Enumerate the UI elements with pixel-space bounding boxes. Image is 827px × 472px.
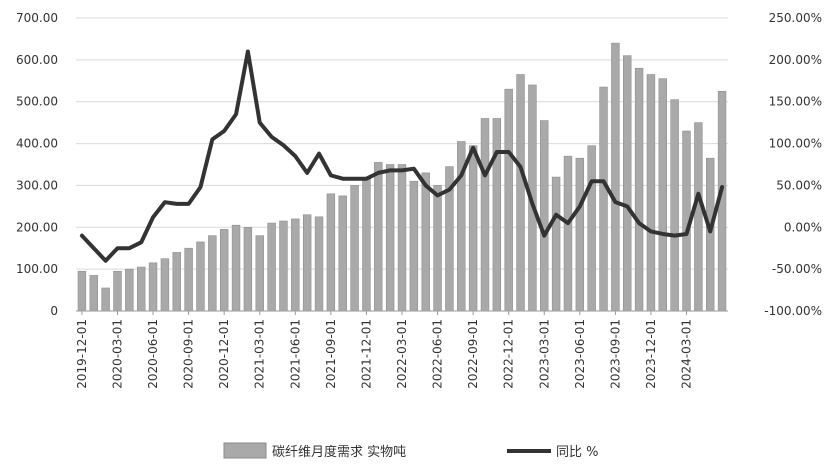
bar — [148, 262, 158, 312]
x-tick-label: 2023-09-01 — [608, 319, 622, 389]
bar — [658, 78, 668, 312]
left-tick-label: 300.00 — [16, 178, 58, 192]
left-tick-label: 600.00 — [16, 53, 58, 67]
bar-series — [77, 42, 727, 312]
x-tick-label: 2020-03-01 — [110, 319, 124, 389]
right-tick-label: 0.00% — [784, 220, 822, 234]
bar — [196, 241, 205, 312]
left-tick-label: 400.00 — [16, 137, 58, 151]
legend: 碳纤维月度需求 实物吨 同比 % — [223, 442, 599, 460]
bar — [480, 118, 490, 312]
bar — [362, 178, 371, 312]
left-tick-label: 700.00 — [16, 11, 58, 25]
right-tick-label: -50.00% — [772, 262, 822, 276]
bar — [587, 145, 596, 312]
bar — [694, 122, 703, 312]
bar — [184, 247, 193, 312]
x-tick-label: 2021-06-01 — [288, 319, 302, 389]
legend-bar-swatch — [223, 442, 267, 459]
right-tick-label: -100.00% — [764, 304, 822, 318]
bar — [77, 270, 87, 312]
bar — [670, 99, 679, 312]
right-tick-label: 100.00% — [769, 137, 822, 151]
legend-bar-label: 碳纤维月度需求 实物吨 — [272, 444, 406, 460]
bar — [208, 235, 217, 312]
bar — [314, 216, 324, 312]
bar — [231, 224, 241, 312]
bar — [409, 180, 419, 312]
legend-line-label: 同比 % — [556, 445, 599, 460]
yoy-line — [79, 49, 725, 263]
bar — [160, 258, 170, 312]
bar — [575, 157, 585, 312]
right-axis: -100.00% -50.00% 0.00% 50.00% 100.00% 150.00%… — [764, 11, 822, 318]
x-axis: 2019-12-01 2020-03-01 2020-06-01 2020-09-01… — [75, 310, 728, 389]
bar — [350, 185, 359, 312]
x-tick-label: 2020-12-01 — [217, 319, 231, 389]
x-tick-label: 2020-09-01 — [182, 319, 196, 389]
bar — [706, 157, 715, 312]
bar — [113, 270, 122, 312]
bar — [101, 287, 110, 312]
bar — [504, 88, 513, 312]
bar — [516, 74, 525, 312]
left-tick-label: 0 — [50, 304, 58, 318]
right-tick-label: 250.00% — [769, 11, 822, 25]
x-tick-label: 2021-03-01 — [253, 319, 267, 389]
bar — [136, 266, 146, 312]
x-tick-label: 2022-06-01 — [431, 319, 445, 389]
bar — [634, 67, 644, 312]
bar — [326, 193, 336, 312]
bar — [267, 222, 276, 312]
bar — [540, 120, 549, 312]
bar — [338, 195, 347, 312]
bar — [219, 229, 229, 312]
left-tick-label: 100.00 — [16, 262, 58, 276]
bar — [125, 268, 134, 312]
right-tick-label: 200.00% — [769, 53, 822, 67]
bar — [374, 162, 383, 312]
bar — [611, 42, 620, 312]
x-tick-label: 2023-12-01 — [644, 319, 658, 389]
bar — [172, 252, 181, 312]
bar — [433, 185, 442, 312]
left-tick-label: 500.00 — [16, 95, 58, 109]
right-tick-label: 50.00% — [776, 178, 822, 192]
right-tick-label: 150.00% — [769, 95, 822, 109]
bar — [89, 275, 98, 312]
bar — [302, 214, 312, 312]
x-tick-label: 2022-03-01 — [395, 319, 409, 389]
left-tick-label: 200.00 — [16, 220, 58, 234]
x-tick-label: 2021-12-01 — [359, 319, 373, 389]
line-series — [79, 49, 725, 263]
bar — [563, 155, 573, 312]
left-axis: 0 100.00 200.00 300.00 400.00 500.00 600.00 700… — [16, 11, 58, 318]
x-tick-label: 2024-03-01 — [680, 319, 694, 389]
x-tick-label: 2020-06-01 — [146, 319, 160, 389]
x-tick-label: 2021-09-01 — [324, 319, 338, 389]
bar — [551, 176, 561, 312]
x-tick-label: 2023-03-01 — [537, 319, 551, 389]
bar — [291, 218, 300, 312]
bar — [623, 55, 632, 312]
x-tick-label: 2019-12-01 — [75, 319, 89, 389]
bar — [385, 164, 395, 312]
bar — [492, 118, 502, 312]
bar — [646, 74, 656, 312]
x-tick-label: 2022-12-01 — [502, 319, 516, 389]
bar — [421, 172, 430, 312]
bar — [255, 235, 264, 312]
x-tick-label: 2023-06-01 — [573, 319, 587, 389]
bar — [279, 220, 288, 312]
bar — [468, 145, 478, 312]
bar — [397, 164, 407, 312]
x-tick-label: 2022-09-01 — [466, 319, 480, 389]
bar — [243, 226, 253, 312]
bar — [599, 86, 608, 312]
